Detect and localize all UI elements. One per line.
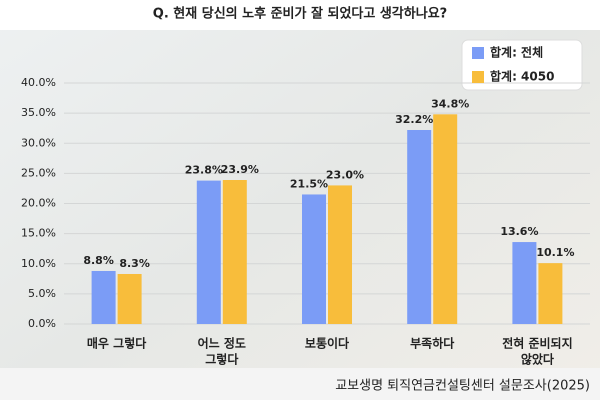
bar	[433, 114, 458, 324]
bar	[91, 270, 116, 324]
bar	[302, 194, 326, 324]
bar	[117, 273, 142, 324]
bar	[222, 180, 247, 324]
legend-swatch	[472, 71, 484, 83]
y-tick-label: 25.0%	[21, 166, 56, 179]
legend-swatch	[472, 47, 484, 59]
x-tick-label: 전혀 준비되지	[502, 336, 572, 351]
y-tick-label: 0.0%	[28, 317, 56, 330]
legend-label: 합계: 4050	[490, 69, 554, 84]
x-tick-label: 보통이다	[305, 336, 349, 351]
y-tick-label: 10.0%	[21, 257, 56, 270]
value-label: 8.8%	[83, 254, 114, 267]
x-tick-label: 그렇다	[205, 352, 238, 367]
bar	[407, 129, 432, 324]
bar	[538, 263, 563, 324]
x-tick-label: 어느 정도	[198, 336, 246, 351]
value-label: 10.1%	[536, 246, 574, 259]
value-label: 13.6%	[500, 225, 538, 238]
value-label: 21.5%	[290, 177, 328, 190]
title-band	[0, 0, 600, 30]
x-tick-label: 않았다	[521, 352, 554, 367]
y-tick-label: 30.0%	[21, 136, 56, 149]
source: 교보생명 퇴직연금컨설팅센터 설문조사(2025)	[335, 379, 590, 394]
value-label: 23.8%	[185, 164, 223, 177]
value-label: 8.3%	[119, 257, 150, 270]
value-label: 23.9%	[221, 163, 259, 176]
legend-box	[461, 39, 583, 91]
footer-band	[0, 368, 600, 400]
value-label: 23.0%	[326, 168, 364, 181]
chart-title: Q. 현재 당신의 노후 준비가 잘 되었다고 생각하나요?	[153, 6, 447, 22]
y-tick-label: 40.0%	[21, 76, 56, 89]
value-label: 32.2%	[395, 113, 433, 126]
x-tick-label: 부족하다	[410, 336, 454, 351]
bar	[196, 180, 221, 324]
y-tick-label: 15.0%	[21, 227, 56, 240]
value-label: 34.8%	[431, 97, 469, 110]
y-tick-label: 35.0%	[21, 106, 56, 119]
bar	[512, 242, 537, 324]
y-tick-label: 20.0%	[21, 197, 56, 210]
bar	[328, 185, 352, 324]
legend-label: 합계: 전체	[490, 45, 543, 60]
x-tick-label: 매우 그렇다	[87, 336, 146, 351]
y-tick-label: 5.0%	[28, 287, 56, 300]
